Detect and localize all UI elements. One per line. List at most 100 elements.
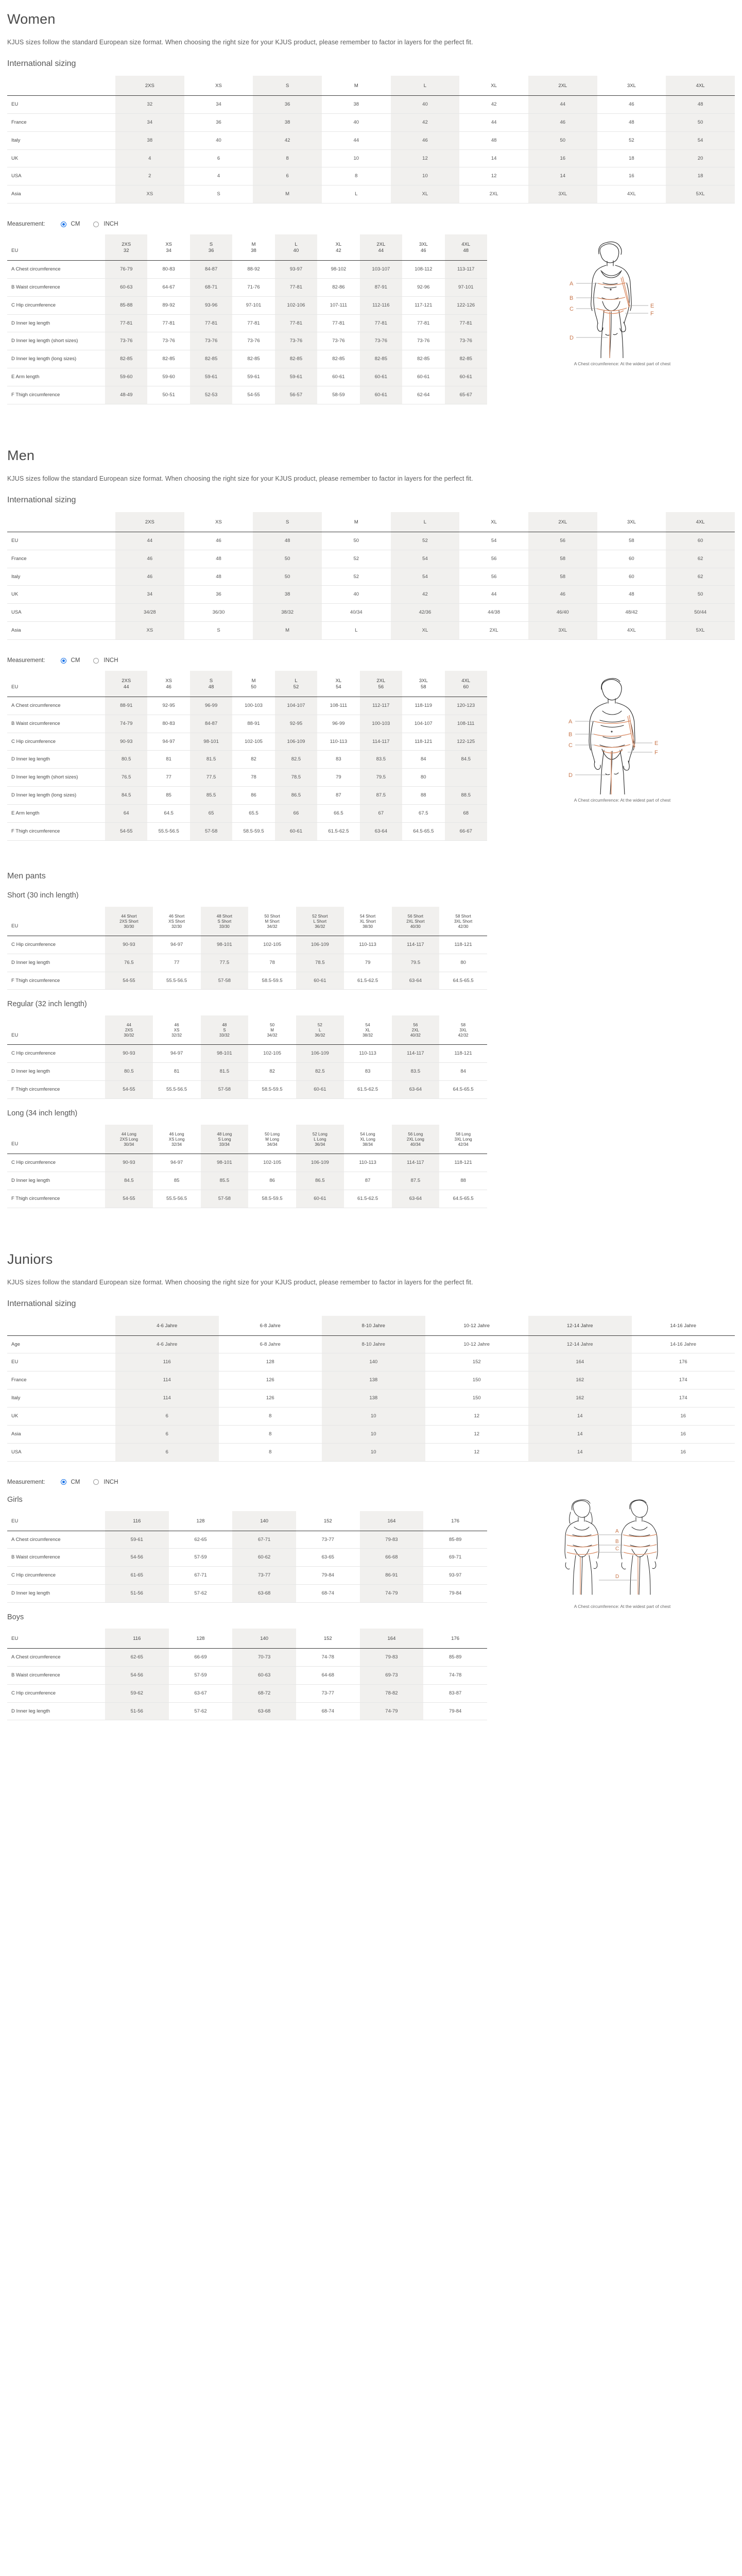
- table-cell: 82-86: [332, 284, 345, 290]
- table-row: A Chest circumference 88-91 92-95 96-99 100-…: [7, 697, 487, 715]
- column-header: 46 Short XS Short 32/30: [153, 907, 201, 936]
- table-cell: 63-64: [391, 1080, 440, 1099]
- column-header-size: XS: [165, 678, 172, 684]
- radio-cm-women[interactable]: CM: [60, 221, 80, 227]
- table-cell: M: [253, 621, 322, 640]
- table-cell: 64.5: [164, 810, 174, 816]
- size-guide-page: Women KJUS sizes follow the standard Eur…: [7, 11, 735, 1720]
- column-header: S 36: [189, 234, 233, 261]
- table-cell: 63-68: [232, 1584, 296, 1603]
- table-cell: 4: [115, 149, 184, 167]
- table-cell: 48: [491, 137, 497, 143]
- table-cell: 162: [528, 1371, 632, 1389]
- column-header: 58 3XL 42/32: [439, 1015, 487, 1045]
- table-cell: 54-55: [105, 822, 148, 841]
- table-cell: 74-78: [321, 1654, 334, 1660]
- radio-cm-juniors[interactable]: CM: [60, 1479, 80, 1485]
- table-cell: 60-61: [359, 386, 403, 404]
- column-header-eu: 46: [166, 684, 171, 690]
- column-header: 128: [196, 1518, 205, 1524]
- juniors-body-diagram-icon: A B C D: [564, 1499, 658, 1595]
- radio-inch-icon[interactable]: [93, 1479, 99, 1485]
- table-cell: 82-85: [444, 350, 487, 368]
- table-cell: 34/28: [115, 603, 184, 622]
- table-cell: 108-111: [330, 702, 348, 708]
- men-figure-caption: A Chest circumference: At the widest par…: [574, 798, 671, 803]
- row-label: F Thigh circumference: [11, 1195, 60, 1201]
- page-title-juniors: Juniors: [7, 1251, 53, 1267]
- table-cell: 77-81: [359, 314, 403, 332]
- radio-inch-women[interactable]: INCH: [93, 221, 118, 227]
- table-cell: 120-123: [444, 697, 487, 715]
- table-cell: 14: [528, 1443, 632, 1462]
- table-cell: 57-58: [200, 1080, 249, 1099]
- table-cell: 79-84: [448, 1590, 462, 1597]
- radio-inch-icon[interactable]: [93, 221, 99, 227]
- radio-cm-icon[interactable]: [60, 657, 66, 664]
- row-label: USA: [11, 173, 22, 179]
- column-header: 8-10 Jahre: [322, 1315, 425, 1335]
- radio-inch-men[interactable]: INCH: [93, 657, 118, 664]
- table-cell: 66-68: [359, 1548, 424, 1567]
- table-cell: 78.5: [274, 768, 318, 787]
- column-header: 54 XL 38/32: [344, 1015, 392, 1045]
- column-header-line2: M Long: [265, 1137, 279, 1142]
- table-cell: 60-61: [296, 972, 344, 990]
- table-cell: 68-71: [189, 278, 233, 297]
- radio-cm-icon[interactable]: [60, 1479, 66, 1485]
- radio-cm-icon[interactable]: [60, 221, 66, 227]
- table-cell: 56: [491, 573, 497, 580]
- table-cell: 54-56: [105, 1666, 169, 1685]
- column-header-line3: 40/32: [410, 1033, 421, 1038]
- table-cell: 150: [472, 1377, 481, 1383]
- table-cell: 74-79: [359, 1584, 424, 1603]
- table-cell: 42: [390, 113, 460, 132]
- table-cell: 42/36: [390, 603, 460, 622]
- table-cell: 48: [666, 95, 735, 114]
- column-header-line3: 42/32: [458, 1033, 469, 1038]
- table-cell: 77-81: [105, 314, 148, 332]
- table-cell: 20: [666, 149, 735, 167]
- table-cell: 90-93: [105, 1154, 153, 1172]
- figure-label-b: B: [570, 295, 573, 301]
- table-cell: 79: [365, 959, 371, 965]
- table-cell: 73-76: [417, 338, 430, 344]
- page-title-men: Men: [7, 447, 35, 463]
- column-header: XL 42: [317, 234, 359, 260]
- figure-label-c: C: [570, 306, 574, 312]
- radio-cm-men[interactable]: CM: [60, 657, 80, 664]
- column-header-line3: 36/32: [315, 924, 325, 929]
- table-cell: 50/44: [666, 603, 735, 622]
- column-header: 4XL: [666, 512, 735, 532]
- table-cell: 36: [216, 591, 221, 598]
- table-cell: 97-101: [444, 278, 487, 297]
- table-cell: 162: [528, 1389, 632, 1408]
- row-label: D Inner leg length: [11, 320, 50, 326]
- table-cell: 80.5: [105, 750, 148, 769]
- juniors-figure-caption: A Chest circumference: At the widest par…: [574, 1603, 671, 1609]
- table-cell: 58.5-59.5: [243, 828, 264, 834]
- table-cell: 68-72: [232, 1684, 296, 1702]
- column-header-line2: 2XS Long: [119, 1137, 138, 1142]
- table-cell: 66.5: [334, 810, 343, 816]
- table-corner-header: [7, 1316, 115, 1335]
- table-cell: 4: [217, 173, 220, 179]
- column-header-size: 2XL: [376, 678, 386, 684]
- table-cell: 40: [390, 95, 460, 114]
- column-header: S: [253, 512, 322, 532]
- table-cell: 42: [491, 101, 497, 107]
- radio-inch-juniors[interactable]: INCH: [93, 1479, 118, 1485]
- measurement-label: Measurement:: [7, 221, 45, 228]
- column-header-line3: 42/30: [458, 924, 469, 929]
- column-header-line2: XL Short: [359, 919, 376, 924]
- table-cell: XS: [115, 185, 184, 204]
- column-header: XL: [491, 519, 497, 525]
- women-figure-caption: A Chest circumference: At the widest par…: [574, 361, 671, 367]
- table-cell: 61.5-62.5: [328, 828, 349, 834]
- radio-inch-icon[interactable]: [93, 657, 99, 664]
- table-cell: 38/32: [253, 603, 322, 622]
- table-row: Italy 38 40 42 44 46 48 50 52 54: [7, 131, 735, 149]
- table-cell: 117-121: [415, 302, 433, 308]
- table-cell: 114-117: [359, 733, 403, 751]
- page-title-women: Women: [7, 11, 56, 27]
